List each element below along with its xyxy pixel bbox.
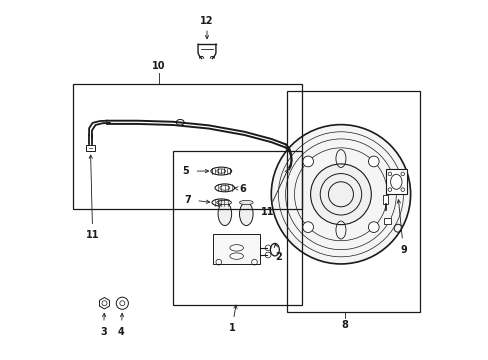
Text: 7: 7 (183, 195, 190, 204)
Circle shape (302, 156, 313, 167)
Text: 10: 10 (152, 61, 165, 71)
Circle shape (367, 222, 378, 233)
Bar (287, 91, 419, 312)
Bar (285, 167, 292, 174)
Circle shape (302, 222, 313, 233)
Ellipse shape (239, 202, 253, 226)
Circle shape (264, 252, 270, 258)
Bar (86, 145, 95, 151)
Text: 9: 9 (399, 245, 406, 255)
Text: 2: 2 (274, 252, 281, 262)
Ellipse shape (218, 202, 231, 226)
Bar (213, 234, 259, 264)
Bar (383, 218, 390, 224)
Circle shape (271, 125, 410, 264)
Text: 5: 5 (182, 166, 188, 176)
Text: 8: 8 (341, 320, 347, 330)
Text: 1: 1 (228, 323, 235, 333)
Circle shape (116, 297, 128, 309)
Circle shape (310, 164, 370, 225)
Text: 3: 3 (100, 327, 106, 337)
Text: 12: 12 (200, 16, 213, 26)
Polygon shape (100, 297, 109, 309)
Bar (73, 84, 301, 208)
Circle shape (367, 156, 378, 167)
Bar (383, 195, 387, 204)
Text: 6: 6 (239, 184, 245, 194)
Circle shape (264, 245, 270, 251)
Text: 11: 11 (86, 230, 99, 240)
Bar (385, 169, 406, 194)
Text: 11: 11 (261, 207, 274, 217)
Text: 4: 4 (118, 327, 124, 337)
Ellipse shape (239, 201, 253, 204)
Ellipse shape (218, 201, 231, 204)
Bar (173, 152, 301, 305)
